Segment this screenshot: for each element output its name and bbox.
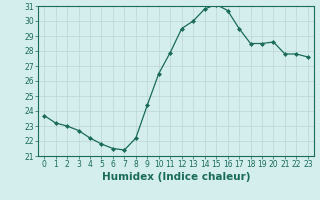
X-axis label: Humidex (Indice chaleur): Humidex (Indice chaleur)	[102, 172, 250, 182]
